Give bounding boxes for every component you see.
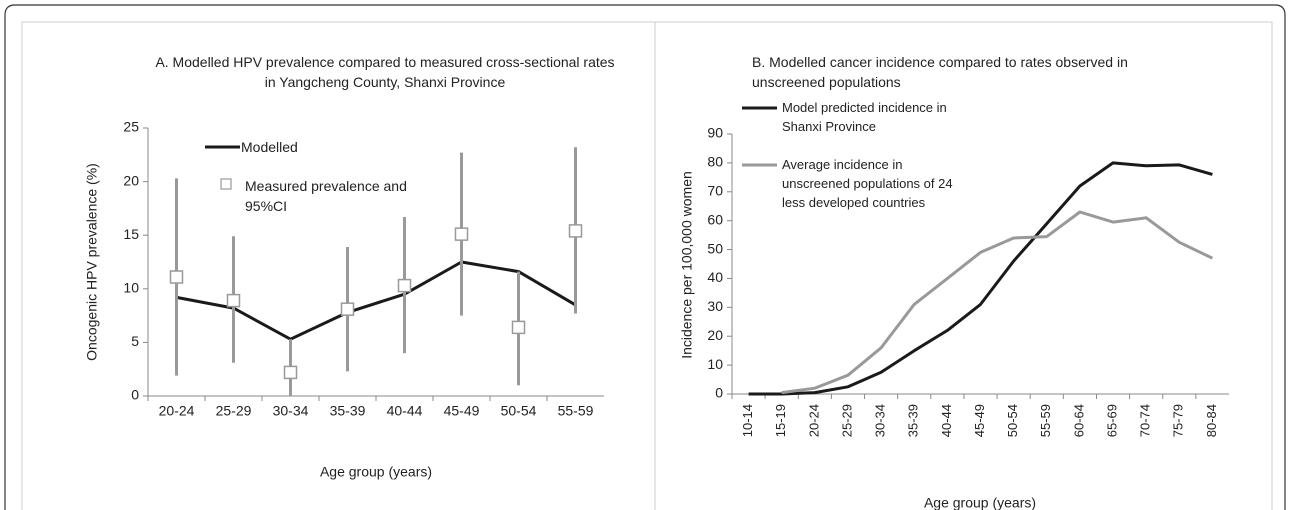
legend-label: Model predicted incidence in Shanxi Prov… bbox=[782, 100, 947, 134]
panel-frame bbox=[654, 21, 1273, 510]
y-tick-label: 5 bbox=[131, 333, 139, 349]
legend-label: Modelled bbox=[241, 139, 298, 155]
legend-label: Measured prevalence and 95%CI bbox=[245, 178, 407, 214]
y-tick-label: 10 bbox=[123, 280, 139, 296]
marker bbox=[340, 302, 355, 316]
x-tick-label: 35-39 bbox=[906, 404, 921, 437]
x-tick-label: 30-34 bbox=[873, 404, 888, 437]
y-tick-label: 10 bbox=[707, 356, 723, 372]
panel-frame bbox=[21, 21, 656, 510]
y-tick-label: 30 bbox=[707, 298, 723, 314]
x-tick-label: 65-69 bbox=[1104, 404, 1119, 437]
marker bbox=[511, 320, 526, 335]
x-tick-label: 55-59 bbox=[1038, 404, 1053, 437]
series-line bbox=[748, 161, 1213, 396]
x-tick-label: 15-19 bbox=[773, 404, 788, 437]
marker bbox=[454, 227, 469, 241]
x-tick-label: 50-54 bbox=[501, 403, 537, 419]
y-tick-label: 40 bbox=[707, 269, 723, 285]
y-tick-label: 20 bbox=[123, 172, 139, 188]
x-tick-label: 80-84 bbox=[1204, 404, 1219, 437]
y-tick-label: 70 bbox=[707, 182, 723, 198]
y-tick-label: 90 bbox=[707, 125, 723, 141]
y-axis-label: Oncogenic HPV prevalence (%) bbox=[84, 163, 100, 361]
x-tick-label: 25-29 bbox=[839, 404, 854, 437]
x-tick-label: 20-24 bbox=[806, 404, 821, 437]
x-tick-label: 30-34 bbox=[273, 403, 309, 419]
marker bbox=[397, 278, 412, 293]
y-tick-label: 0 bbox=[715, 385, 723, 401]
x-tick-label: 40-44 bbox=[939, 404, 954, 437]
x-tick-label: 35-39 bbox=[330, 403, 366, 419]
x-tick-label: 75-79 bbox=[1171, 404, 1186, 437]
chart-title: A. Modelled HPV prevalence compared to m… bbox=[155, 54, 615, 90]
y-tick-label: 20 bbox=[707, 327, 723, 343]
x-tick-label: 25-29 bbox=[216, 403, 252, 419]
x-tick-label: 20-24 bbox=[159, 403, 195, 419]
marker bbox=[169, 270, 184, 284]
x-tick-label: 10-14 bbox=[740, 404, 755, 437]
x-tick-label: 60-64 bbox=[1071, 404, 1086, 437]
y-tick-label: 0 bbox=[131, 387, 139, 403]
marker bbox=[568, 224, 583, 238]
y-axis-label: Incidence per 100,000 women bbox=[679, 171, 695, 359]
legend-swatch bbox=[220, 178, 232, 190]
x-tick-label: 70-74 bbox=[1138, 404, 1153, 437]
x-axis-label: Age group (years) bbox=[320, 464, 432, 480]
y-tick-label: 60 bbox=[707, 211, 723, 227]
legend-label: Average incidence in unscreened populati… bbox=[782, 157, 953, 210]
y-tick-label: 50 bbox=[707, 240, 723, 256]
chart-title: B. Modelled cancer incidence compared to… bbox=[752, 54, 1128, 90]
x-tick-label: 45-49 bbox=[972, 404, 987, 437]
x-tick-label: 40-44 bbox=[387, 403, 423, 419]
y-tick-label: 15 bbox=[123, 226, 139, 242]
x-axis-label: Age group (years) bbox=[924, 495, 1036, 510]
x-tick-label: 50-54 bbox=[1005, 404, 1020, 437]
outer-frame bbox=[4, 4, 1286, 510]
x-tick-label: 45-49 bbox=[444, 403, 480, 419]
series-line bbox=[176, 260, 577, 341]
series-line bbox=[781, 210, 1214, 395]
y-tick-label: 80 bbox=[707, 154, 723, 170]
marker bbox=[226, 293, 241, 308]
y-tick-label: 25 bbox=[123, 119, 139, 135]
x-tick-label: 55-59 bbox=[558, 403, 594, 419]
marker bbox=[283, 365, 298, 380]
